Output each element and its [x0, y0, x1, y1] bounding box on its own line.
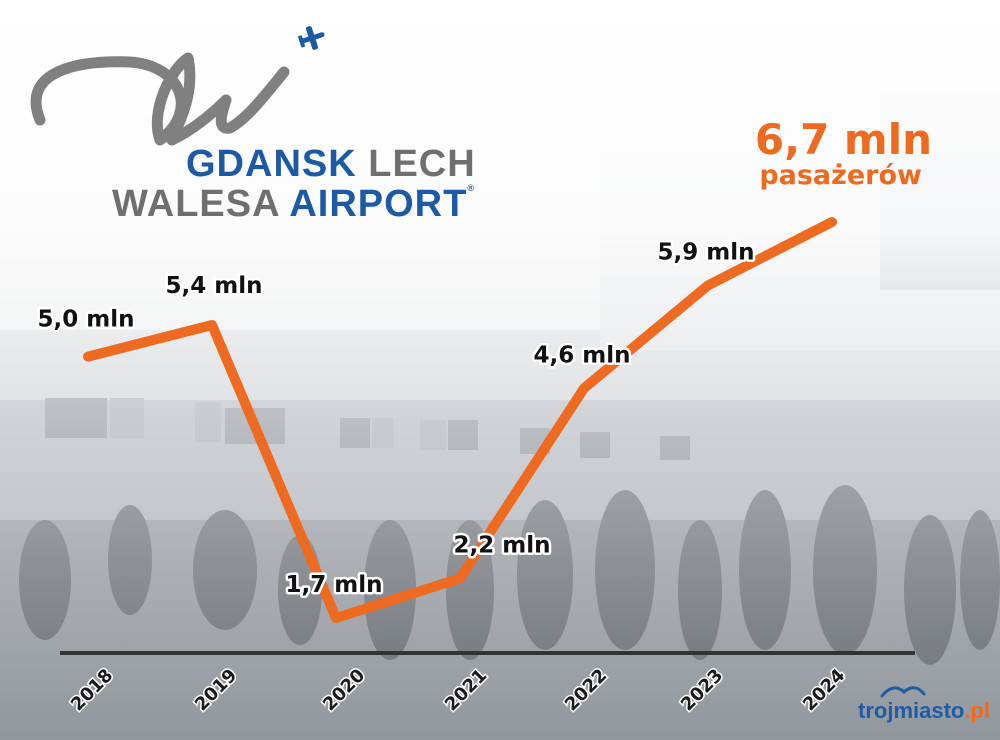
headline-total-label: pasażerów	[759, 160, 922, 191]
waves-icon	[880, 686, 926, 698]
data-label-2018: 5,0 mln	[38, 307, 135, 333]
logo-word-lech: LECH	[368, 143, 476, 185]
data-label-2020: 1,7 mln	[286, 572, 383, 598]
headline-total-value: 6,7 mln	[754, 115, 932, 164]
source-tld: .pl	[964, 698, 991, 723]
logo-wordmark-line-1: GDANSK LECH	[186, 143, 476, 186]
logo-word-gdansk: GDANSK	[186, 143, 357, 185]
source-logo: trojmiasto.pl	[858, 686, 991, 724]
data-label-2021: 2,2 mln	[454, 532, 551, 558]
passengers-line	[83, 217, 837, 623]
logo-wordmark-line-2: WALESA AIRPORT®	[112, 183, 475, 226]
signature-swoosh-mark	[30, 52, 290, 146]
logo-word-walesa: WALESA	[112, 183, 280, 225]
data-label-2022: 4,6 mln	[534, 342, 631, 368]
logo-word-airport: AIRPORT	[289, 183, 468, 225]
airplane-icon	[298, 26, 325, 50]
data-label-2019: 5,4 mln	[166, 273, 263, 299]
registered-mark: ®	[467, 183, 475, 193]
airport-logo-mark	[30, 26, 325, 146]
source-name: trojmiasto	[858, 698, 965, 723]
data-label-2023: 5,9 mln	[658, 239, 755, 265]
